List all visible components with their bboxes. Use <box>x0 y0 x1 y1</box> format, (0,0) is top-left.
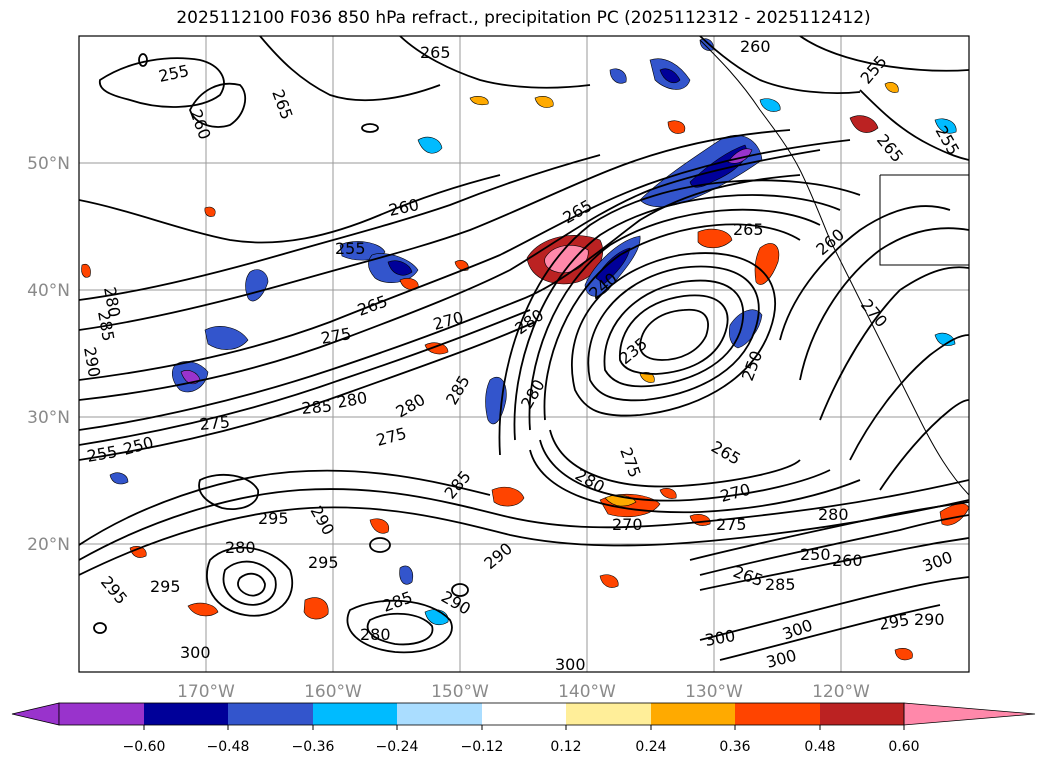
colorbar-tick-label: 0.36 <box>719 739 750 755</box>
contour-label: 275 <box>716 515 747 534</box>
map-frame <box>78 35 970 673</box>
colorbar: −0.60 −0.48 −0.36 −0.24 −0.12 0.12 0.24 … <box>11 702 1036 755</box>
coastline <box>699 39 969 496</box>
colorbar-tick-label: 0.24 <box>635 739 666 755</box>
lat-label: 50°N <box>27 154 70 174</box>
lat-labels: 50°N 40°N 30°N 20°N <box>27 154 70 555</box>
contour-label: 280 <box>225 538 256 557</box>
lat-label: 30°N <box>27 408 70 428</box>
contour-label: 295 <box>308 553 339 572</box>
contour-label: 265 <box>733 220 764 239</box>
chart-title: 2025112100 F036 850 hPa refract., precip… <box>176 8 871 28</box>
colorbar-cell <box>651 703 735 725</box>
contour-label: 290 <box>914 610 945 629</box>
refractivity-contours <box>79 36 969 661</box>
colorbar-cell <box>566 703 651 725</box>
colorbar-cell <box>735 703 820 725</box>
lon-label: 160°W <box>304 682 362 702</box>
colorbar-tick-label: −0.12 <box>461 739 504 755</box>
colorbar-cell <box>59 703 144 725</box>
lon-label: 170°W <box>177 682 235 702</box>
contour-label: 270 <box>612 515 643 534</box>
precip-patches <box>81 38 969 661</box>
contour-label: 275 <box>199 412 231 434</box>
lon-label: 120°W <box>812 682 870 702</box>
lat-label: 20°N <box>27 535 70 555</box>
colorbar-cell <box>144 703 228 725</box>
lon-labels: 170°W 160°W 150°W 140°W 130°W 120°W <box>177 682 870 702</box>
colorbar-min-extend <box>11 702 60 726</box>
colorbar-tick-label: −0.24 <box>376 739 419 755</box>
contour-label: 295 <box>258 509 289 528</box>
colorbar-tick-label: 0.12 <box>550 739 581 755</box>
contour-label: 280 <box>818 505 849 524</box>
lon-label: 140°W <box>558 682 616 702</box>
contour-label: 295 <box>150 577 181 596</box>
colorbar-cell <box>313 703 397 725</box>
contour-label: 265 <box>420 43 451 62</box>
colorbar-cell <box>820 703 904 725</box>
colorbar-tick-label: −0.36 <box>292 739 335 755</box>
contour-label: 285 <box>301 396 333 418</box>
lon-label: 130°W <box>685 682 743 702</box>
colorbar-cell <box>228 703 313 725</box>
contour-label: 280 <box>360 625 391 644</box>
colorbar-tick-label: 0.48 <box>804 739 835 755</box>
contour-label: 260 <box>740 37 771 56</box>
lon-label: 150°W <box>431 682 489 702</box>
contour-label: 255 <box>335 239 366 258</box>
contour-label: 285 <box>765 575 796 594</box>
colorbar-cell <box>482 703 566 725</box>
contour-label: 260 <box>832 551 863 570</box>
colorbar-cell <box>397 703 482 725</box>
lat-label: 40°N <box>27 281 70 301</box>
colorbar-max-extend <box>903 702 1036 726</box>
colorbar-tick-label: −0.48 <box>207 739 250 755</box>
contour-label: 300 <box>555 655 586 674</box>
gridlines <box>79 36 969 672</box>
colorbar-tick-label: 0.60 <box>888 739 919 755</box>
contour-label: 250 <box>800 545 831 564</box>
colorbar-tick-label: −0.60 <box>123 739 166 755</box>
contour-label: 300 <box>180 643 211 662</box>
